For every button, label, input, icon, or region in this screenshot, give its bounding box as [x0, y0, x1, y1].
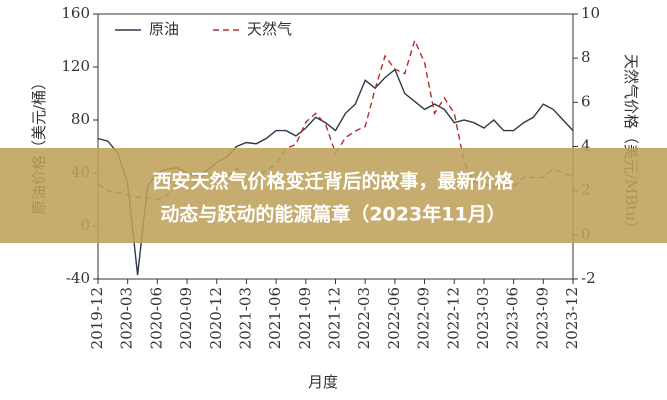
x-tick-label: 2023-09	[533, 287, 551, 349]
x-tick-label: 2022-12	[444, 287, 462, 349]
y2-tick-label: -2	[581, 269, 596, 287]
legend-label: 原油	[149, 20, 179, 38]
x-tick-label: 2021-06	[266, 287, 284, 349]
x-tick-label: 2021-09	[296, 287, 314, 349]
y2-tick-label: 8	[581, 48, 591, 66]
banner: 西安天然气价格变迁背后的故事，最新价格 动态与跃动的能源篇章（2023年11月）	[0, 148, 667, 243]
x-tick-label: 2022-09	[415, 287, 433, 349]
x-axis-label: 月度	[308, 373, 338, 391]
y2-tick-label: 4	[581, 137, 591, 155]
y2-tick-label: 10	[581, 4, 600, 22]
x-tick-label: 2023-03	[474, 287, 492, 349]
y2-tick-label: 6	[581, 92, 591, 110]
y-tick-label: 80	[71, 110, 90, 128]
banner-background	[0, 148, 667, 243]
banner-line: 西安天然气价格变迁背后的故事，最新价格	[152, 170, 514, 193]
banner-line: 动态与跃动的能源篇章（2023年11月）	[160, 203, 505, 226]
legend-label: 天然气	[247, 20, 292, 38]
x-tick-label: 2020-03	[118, 287, 136, 349]
y-tick-label: 120	[61, 57, 90, 75]
x-tick-label: 2020-12	[207, 287, 225, 349]
y-tick-label: -40	[66, 269, 90, 287]
y-tick-label: 160	[61, 4, 90, 22]
x-tick-label: 2023-06	[504, 287, 522, 349]
x-tick-label: 2023-12	[563, 287, 581, 349]
x-tick-label: 2021-03	[236, 287, 254, 349]
x-tick-label: 2020-06	[147, 287, 165, 349]
x-tick-label: 2022-06	[385, 287, 403, 349]
x-tick-label: 2022-03	[355, 287, 373, 349]
x-tick-label: 2019-12	[88, 287, 106, 349]
x-tick-label: 2021-12	[326, 287, 344, 349]
x-tick-label: 2020-09	[177, 287, 195, 349]
